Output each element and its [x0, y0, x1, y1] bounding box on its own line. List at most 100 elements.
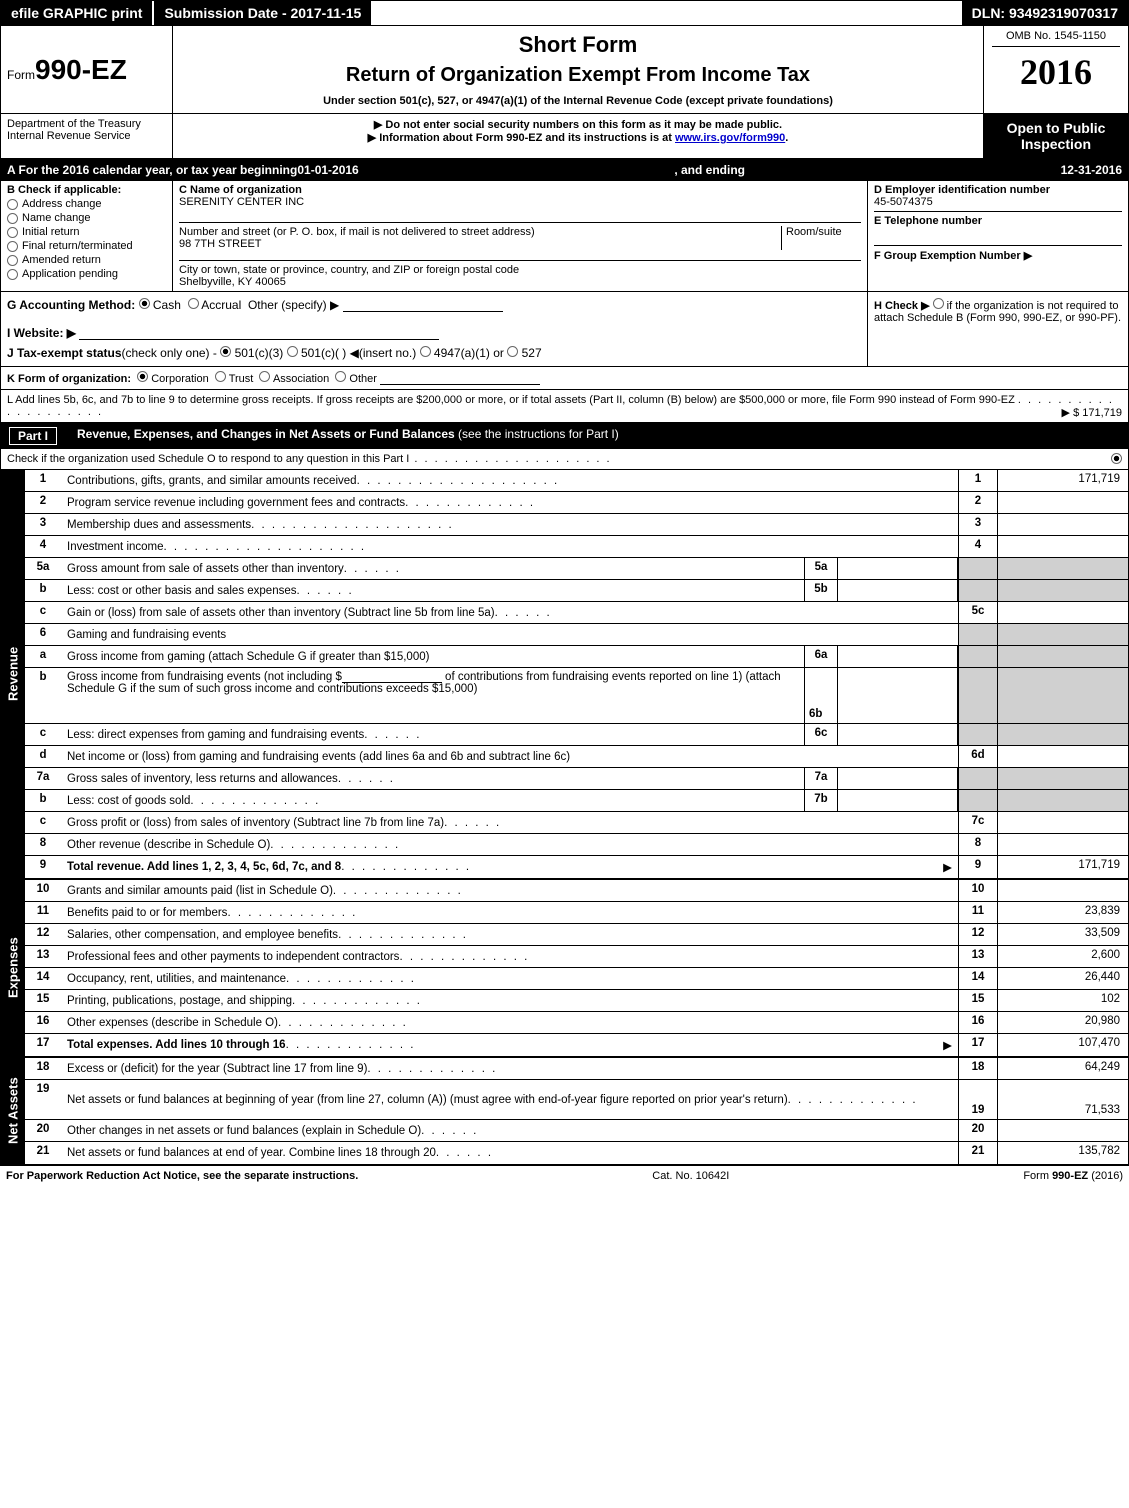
line-10-text: Grants and similar amounts paid (list in… — [67, 885, 333, 897]
radio-other-k[interactable] — [335, 371, 346, 382]
j-tail: (check only one) - — [122, 346, 221, 360]
radio-501c3[interactable] — [220, 346, 231, 357]
check-schedule-o[interactable] — [1111, 453, 1122, 464]
a-pre: A For the 2016 calendar year, or tax yea… — [7, 163, 297, 177]
line-21-text: Net assets or fund balances at end of ye… — [67, 1147, 436, 1159]
line-15-val: 102 — [998, 990, 1128, 1011]
check-pending[interactable] — [7, 269, 18, 280]
irs-link[interactable]: www.irs.gov/form990 — [675, 132, 785, 144]
k-label: K Form of organization: — [7, 373, 131, 385]
part-i-title: Revenue, Expenses, and Changes in Net As… — [77, 427, 455, 441]
f-label: F Group Exemption Number ▶ — [874, 249, 1122, 262]
line-20-val — [998, 1120, 1128, 1141]
revenue-section: Revenue 1Contributions, gifts, grants, a… — [0, 470, 1129, 880]
part-i-num: Part I — [9, 427, 57, 445]
def-col: D Employer identification number 45-5074… — [868, 181, 1128, 291]
line-2-text: Program service revenue including govern… — [67, 497, 405, 509]
revenue-label: Revenue — [1, 470, 25, 878]
l-amount: ▶ $ 171,719 — [1062, 406, 1122, 419]
line-7c-box: 7c — [958, 812, 998, 833]
footer-right: Form 990-EZ (2016) — [1023, 1170, 1123, 1182]
line-7c-text: Gross profit or (loss) from sales of inv… — [67, 817, 444, 829]
line-20-box: 20 — [958, 1120, 998, 1141]
radio-cash[interactable] — [139, 298, 150, 309]
line-6a-sub: 6a — [804, 646, 838, 667]
l-text: L Add lines 5b, 6c, and 7b to line 9 to … — [7, 394, 1015, 406]
radio-h[interactable] — [933, 298, 944, 309]
line-10-box: 10 — [958, 880, 998, 901]
line-3-text: Membership dues and assessments — [67, 519, 251, 531]
line-16-text: Other expenses (describe in Schedule O) — [67, 1017, 278, 1029]
line-17-box: 17 — [958, 1034, 998, 1056]
line-9-val: 171,719 — [998, 856, 1128, 878]
line-4-box: 4 — [958, 536, 998, 557]
line-5c-text: Gain or (loss) from sale of assets other… — [67, 607, 495, 619]
i-label: I Website: ▶ — [7, 326, 76, 340]
d-label: D Employer identification number — [874, 184, 1122, 196]
j-0: 501(c)(3) — [235, 346, 284, 360]
check-name[interactable] — [7, 213, 18, 224]
efile-print[interactable]: efile GRAPHIC print — [1, 1, 152, 25]
radio-4947[interactable] — [420, 346, 431, 357]
check-initial[interactable] — [7, 227, 18, 238]
line-16-val: 20,980 — [998, 1012, 1128, 1033]
line-7b-sub: 7b — [804, 790, 838, 811]
radio-assoc[interactable] — [259, 371, 270, 382]
b-item-0: Address change — [22, 198, 102, 210]
c-label: C Name of organization — [179, 184, 861, 196]
netassets-section: Net Assets 18Excess or (deficit) for the… — [0, 1058, 1129, 1166]
expenses-label: Expenses — [1, 880, 25, 1056]
row-a: A For the 2016 calendar year, or tax yea… — [0, 160, 1129, 181]
line-5b-sub: 5b — [804, 580, 838, 601]
g-label: G Accounting Method: — [7, 298, 135, 312]
k-0: Corporation — [151, 373, 208, 385]
line-18-text: Excess or (deficit) for the year (Subtra… — [67, 1063, 367, 1075]
line-9-text: Total revenue. Add lines 1, 2, 3, 4, 5c,… — [67, 861, 341, 873]
radio-trust[interactable] — [215, 371, 226, 382]
b-item-3: Final return/terminated — [22, 240, 133, 252]
open-to-public: Open to Public Inspection — [983, 114, 1128, 158]
check-amended[interactable] — [7, 255, 18, 266]
line-7b-text: Less: cost of goods sold — [67, 795, 190, 807]
line-19-box: 19 — [958, 1080, 998, 1119]
b-item-1: Name change — [22, 212, 91, 224]
line-11-text: Benefits paid to or for members — [67, 907, 227, 919]
line-16-box: 16 — [958, 1012, 998, 1033]
line-5a-sub: 5a — [804, 558, 838, 579]
line-1-text: Contributions, gifts, grants, and simila… — [67, 475, 357, 487]
line-1-val: 171,719 — [998, 470, 1128, 491]
part-i-sub-text: Check if the organization used Schedule … — [7, 453, 409, 465]
radio-501c[interactable] — [287, 346, 298, 357]
city-label: City or town, state or province, country… — [179, 264, 861, 276]
check-final[interactable] — [7, 241, 18, 252]
room-suite: Room/suite — [781, 226, 861, 250]
line-8-val — [998, 834, 1128, 855]
line-19-text: Net assets or fund balances at beginning… — [67, 1094, 788, 1106]
line-2-val — [998, 492, 1128, 513]
expenses-section: Expenses 10 Grants and similar amounts pa… — [0, 880, 1129, 1058]
a-begin: 01-01-2016 — [297, 163, 358, 177]
l-row: L Add lines 5b, 6c, and 7b to line 9 to … — [0, 390, 1129, 423]
line-5b-text: Less: cost or other basis and sales expe… — [67, 585, 297, 597]
line-13-text: Professional fees and other payments to … — [67, 951, 399, 963]
check-address[interactable] — [7, 199, 18, 210]
line-2-box: 2 — [958, 492, 998, 513]
line-4-val — [998, 536, 1128, 557]
radio-accrual[interactable] — [188, 298, 199, 309]
radio-corp[interactable] — [137, 371, 148, 382]
line-6c-sub: 6c — [804, 724, 838, 745]
g-other: Other (specify) ▶ — [248, 298, 339, 312]
j-3: 527 — [522, 346, 542, 360]
line-18-val: 64,249 — [998, 1058, 1128, 1079]
h-label: H Check ▶ — [874, 300, 930, 312]
street: 98 7TH STREET — [179, 238, 781, 250]
top-bar: efile GRAPHIC print Submission Date - 20… — [0, 0, 1129, 26]
irs: Internal Revenue Service — [7, 130, 166, 142]
line-6a-text: Gross income from gaming (attach Schedul… — [67, 651, 429, 663]
line-6b-text: Gross income from fundraising events (no… — [67, 671, 342, 683]
gh-row: G Accounting Method: Cash Accrual Other … — [0, 292, 1129, 367]
line-11-val: 23,839 — [998, 902, 1128, 923]
line-17-text: Total expenses. Add lines 10 through 16 — [67, 1039, 286, 1051]
line-14-box: 14 — [958, 968, 998, 989]
radio-527[interactable] — [507, 346, 518, 357]
